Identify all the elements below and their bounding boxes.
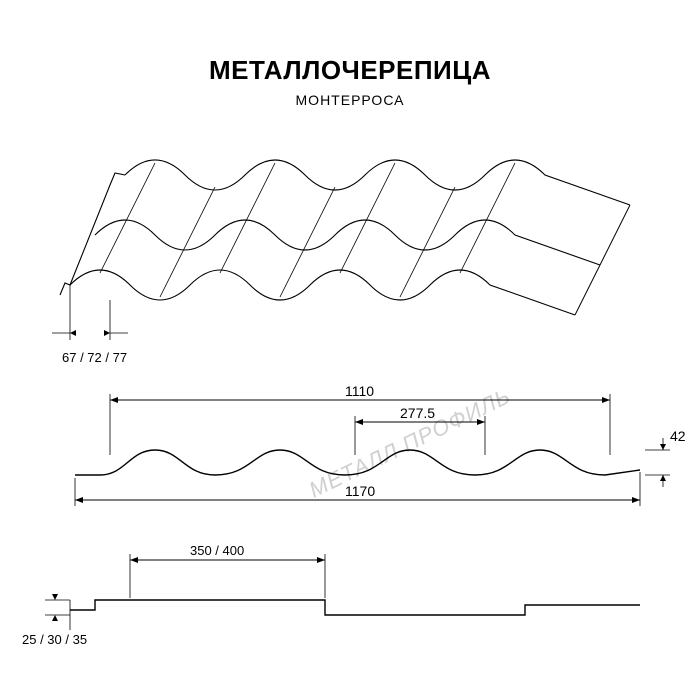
dim-wave-height: 42	[670, 428, 686, 444]
dim-step-length: 350 / 400	[190, 543, 244, 558]
dim-step-height: 25 / 30 / 35	[22, 632, 87, 647]
step-profile	[45, 554, 640, 630]
dim-bottom-width: 1170	[345, 483, 375, 499]
dim-iso-height: 67 / 72 / 77	[62, 350, 127, 365]
iso-view	[52, 160, 630, 340]
dim-top-width: 1110	[345, 383, 374, 399]
dim-module-width: 277.5	[400, 405, 435, 421]
